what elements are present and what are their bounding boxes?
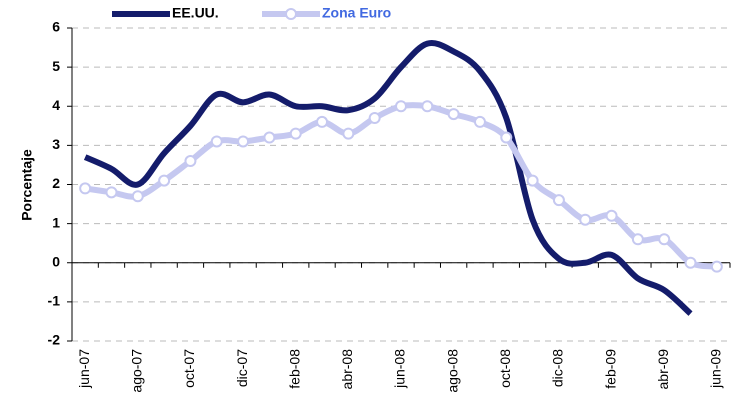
marker bbox=[605, 209, 618, 222]
x-tick-label: jun-08 bbox=[392, 349, 408, 389]
marker bbox=[342, 127, 355, 140]
x-tick-label: abr-09 bbox=[655, 349, 671, 390]
marker bbox=[710, 260, 723, 273]
x-tick-label: ago-08 bbox=[444, 349, 460, 393]
x-tick-label: ago-07 bbox=[129, 349, 145, 393]
y-tick-label: -1 bbox=[48, 293, 61, 309]
marker bbox=[210, 135, 223, 148]
marker bbox=[526, 174, 539, 187]
legend-label: EE.UU. bbox=[172, 5, 219, 21]
x-tick-label: oct-08 bbox=[497, 349, 513, 388]
marker bbox=[658, 233, 671, 246]
marker bbox=[552, 194, 565, 207]
x-tick-label: oct-07 bbox=[181, 349, 197, 388]
marker bbox=[237, 135, 250, 148]
y-tick-label: 4 bbox=[52, 97, 60, 113]
y-tick-label: 0 bbox=[52, 253, 60, 269]
marker bbox=[79, 182, 92, 195]
x-tick-label: abr-08 bbox=[339, 349, 355, 390]
marker bbox=[447, 108, 460, 121]
marker bbox=[263, 131, 276, 144]
marker bbox=[684, 256, 697, 269]
x-tick-label: feb-09 bbox=[602, 349, 618, 389]
marker bbox=[395, 100, 407, 113]
y-axis-label: Porcentaje bbox=[19, 149, 35, 221]
marker bbox=[421, 100, 434, 113]
series-line bbox=[84, 102, 718, 270]
marker bbox=[289, 127, 302, 140]
legend-label: Zona Euro bbox=[322, 5, 391, 21]
marker bbox=[158, 174, 171, 187]
marker bbox=[368, 111, 381, 124]
marker bbox=[131, 190, 144, 203]
x-tick-label: jun-07 bbox=[76, 349, 92, 389]
marker bbox=[500, 131, 513, 144]
x-tick-label: feb-08 bbox=[286, 349, 302, 389]
marker bbox=[473, 115, 486, 128]
y-tick-label: 1 bbox=[52, 214, 60, 230]
marker bbox=[105, 186, 118, 199]
series-line bbox=[83, 40, 693, 316]
y-tick-label: -2 bbox=[48, 332, 61, 348]
y-tick-label: 6 bbox=[52, 19, 60, 35]
marker bbox=[631, 233, 644, 246]
marker bbox=[316, 115, 329, 128]
legend-marker bbox=[285, 8, 297, 20]
x-tick-label: dic-07 bbox=[234, 349, 250, 387]
y-tick-label: 3 bbox=[52, 136, 60, 152]
marker bbox=[184, 155, 197, 168]
marker bbox=[579, 213, 592, 226]
y-tick-label: 2 bbox=[52, 175, 60, 191]
x-tick-label: dic-08 bbox=[550, 349, 566, 387]
x-tick-label: jun-09 bbox=[708, 349, 724, 389]
y-tick-label: 5 bbox=[52, 58, 60, 74]
